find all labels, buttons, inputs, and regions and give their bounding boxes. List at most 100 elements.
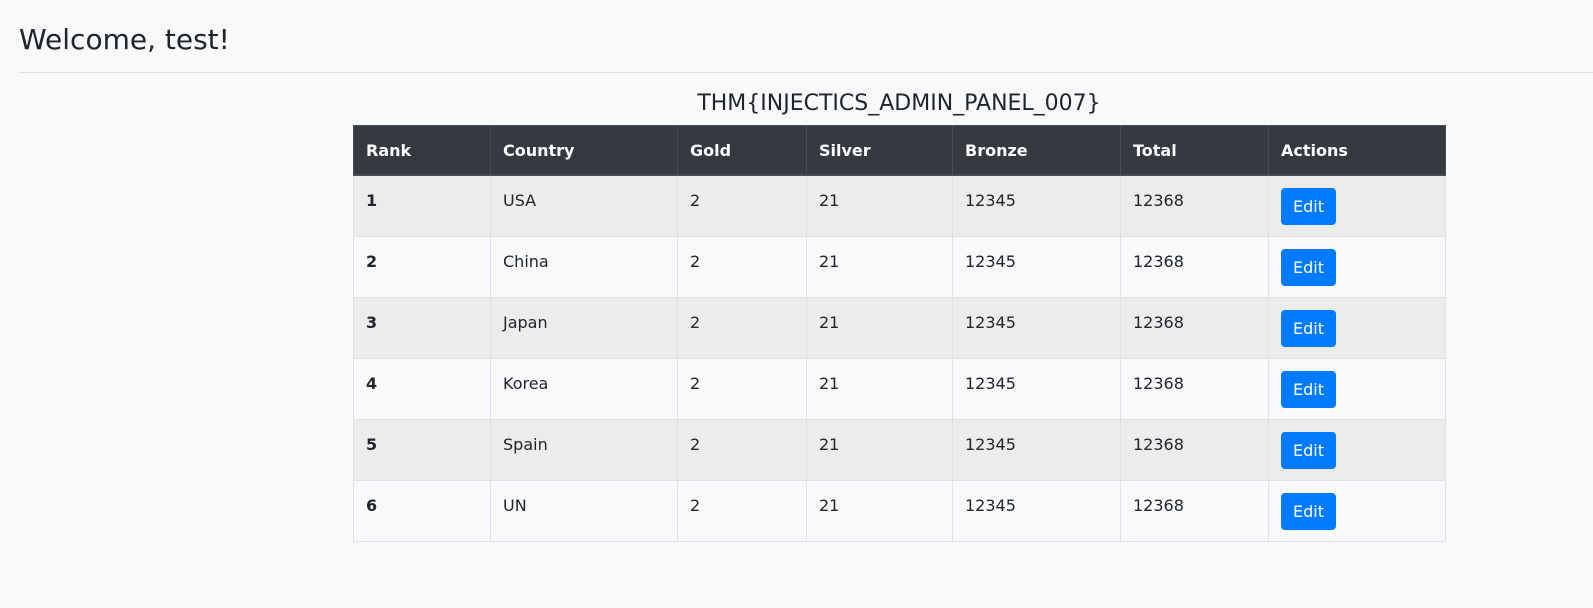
column-header-gold: Gold [677,125,807,176]
gold-value: 2 [690,373,701,393]
column-header-actions: Actions [1268,125,1446,176]
edit-button[interactable]: Edit [1281,492,1336,530]
country-value: Korea [503,373,549,393]
country-value: USA [503,191,537,210]
gold-cell: 2 [677,174,807,237]
bronze-cell: 12345 [952,479,1121,542]
header-divider [19,72,1593,73]
gold-value: 2 [690,434,701,454]
rank-cell: 3 [353,296,491,359]
country-cell: China [490,235,678,298]
rank-value: 1 [366,191,378,210]
edit-button[interactable]: Edit [1281,188,1336,225]
silver-value: 21 [819,251,840,271]
rank-cell: 6 [353,479,491,542]
silver-cell: 21 [806,235,953,298]
medals-table: Rank Country Gold Silver Bronze Total Ac… [353,125,1446,542]
total-cell: 12368 [1120,479,1269,542]
column-header-country: Country [490,125,678,176]
bronze-cell: 12345 [952,418,1121,481]
silver-value: 21 [819,312,840,332]
gold-value: 2 [690,251,701,271]
country-value: Japan [503,312,548,332]
rank-value: 6 [366,495,378,515]
total-value: 12368 [1133,191,1184,210]
column-header-rank: Rank [353,125,491,176]
silver-value: 21 [819,191,840,210]
total-value: 12368 [1133,373,1184,393]
country-cell: Korea [490,357,678,420]
rank-cell: 4 [353,357,491,420]
flag-title: THM{INJECTICS_ADMIN_PANEL_007} [697,91,1101,116]
silver-value: 21 [819,373,840,393]
column-header-bronze: Bronze [952,125,1121,176]
actions-cell: Edit [1268,235,1446,298]
table-row: 5 Spain 2 21 12345 12368 Edit [353,418,1446,481]
edit-button[interactable]: Edit [1281,431,1336,469]
rank-value: 3 [366,312,378,332]
gold-cell: 2 [677,235,807,298]
table-body: 1 USA 2 21 12345 12368 Edit 2 China 2 21… [353,174,1446,542]
country-cell: UN [490,479,678,542]
rank-value: 4 [366,373,378,393]
gold-cell: 2 [677,418,807,481]
edit-button[interactable]: Edit [1281,370,1336,408]
silver-value: 21 [819,434,840,454]
silver-cell: 21 [806,357,953,420]
total-cell: 12368 [1120,357,1269,420]
gold-value: 2 [690,191,701,210]
table-row: 4 Korea 2 21 12345 12368 Edit [353,357,1446,420]
country-cell: USA [490,174,678,237]
gold-cell: 2 [677,296,807,359]
total-value: 12368 [1133,495,1184,515]
country-value: Spain [503,434,548,454]
gold-value: 2 [690,312,701,332]
rank-cell: 2 [353,235,491,298]
bronze-value: 12345 [965,373,1016,393]
country-value: China [503,251,549,271]
total-value: 12368 [1133,434,1184,454]
total-cell: 12368 [1120,174,1269,237]
total-value: 12368 [1133,251,1184,271]
edit-button[interactable]: Edit [1281,248,1336,286]
actions-cell: Edit [1268,296,1446,359]
rank-cell: 5 [353,418,491,481]
table-row: 1 USA 2 21 12345 12368 Edit [353,174,1446,237]
bronze-cell: 12345 [952,357,1121,420]
bronze-value: 12345 [965,434,1016,454]
silver-cell: 21 [806,174,953,237]
total-cell: 12368 [1120,418,1269,481]
gold-cell: 2 [677,357,807,420]
table-row: 6 UN 2 21 12345 12368 Edit [353,479,1446,542]
column-header-total: Total [1120,125,1269,176]
rank-value: 2 [366,251,378,271]
rank-cell: 1 [353,174,491,237]
bronze-cell: 12345 [952,235,1121,298]
bronze-cell: 12345 [952,174,1121,237]
edit-button[interactable]: Edit [1281,309,1336,347]
welcome-heading: Welcome, test! [19,23,230,56]
bronze-value: 12345 [965,495,1016,515]
gold-cell: 2 [677,479,807,542]
gold-value: 2 [690,495,701,515]
header-row: Rank Country Gold Silver Bronze Total Ac… [353,125,1446,176]
bronze-value: 12345 [965,312,1016,332]
table-row: 3 Japan 2 21 12345 12368 Edit [353,296,1446,359]
bronze-value: 12345 [965,191,1016,210]
actions-cell: Edit [1268,174,1446,237]
rank-value: 5 [366,434,378,454]
total-value: 12368 [1133,312,1184,332]
actions-cell: Edit [1268,418,1446,481]
column-header-silver: Silver [806,125,953,176]
total-cell: 12368 [1120,235,1269,298]
country-value: UN [503,495,527,515]
country-cell: Japan [490,296,678,359]
bronze-cell: 12345 [952,296,1121,359]
silver-cell: 21 [806,296,953,359]
silver-cell: 21 [806,479,953,542]
table-row: 2 China 2 21 12345 12368 Edit [353,235,1446,298]
country-cell: Spain [490,418,678,481]
actions-cell: Edit [1268,479,1446,542]
silver-cell: 21 [806,418,953,481]
